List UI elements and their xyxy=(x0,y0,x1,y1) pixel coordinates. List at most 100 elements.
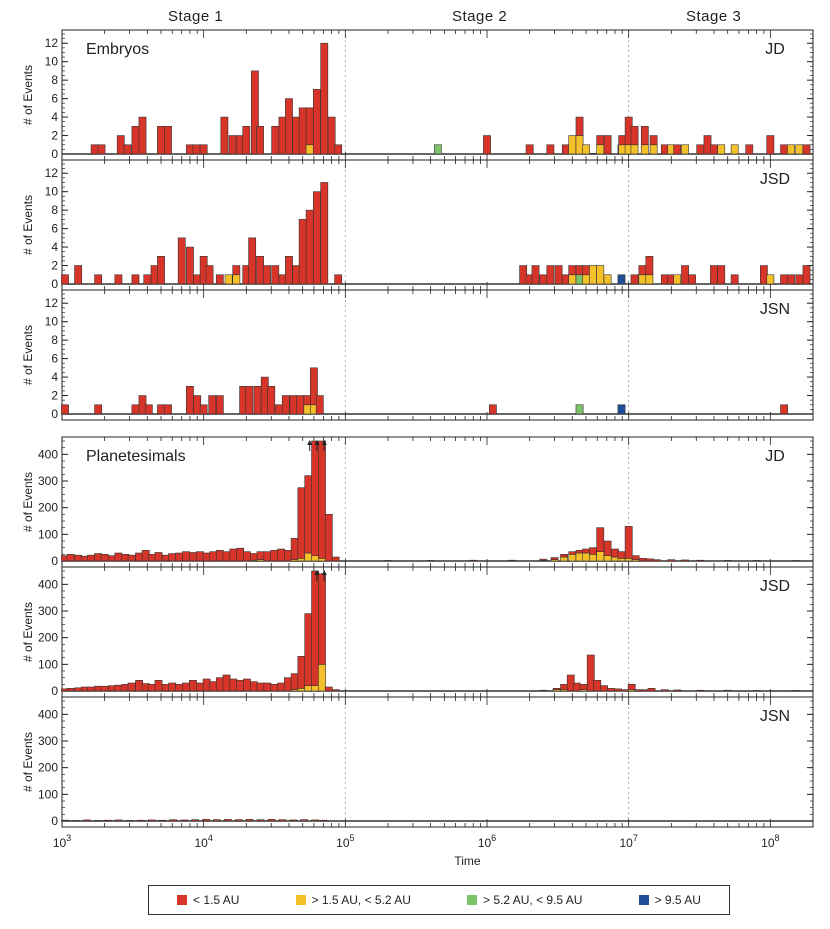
embryos-jsd-bar-red xyxy=(681,265,689,285)
legend-label-gt95: > 9.5 AU xyxy=(654,893,701,907)
embryos-jd-bar-red xyxy=(157,126,165,155)
embryos-jd-bar-red xyxy=(546,144,555,155)
planetesimals-jsn-bar-red xyxy=(125,820,134,822)
legend-label-lt15: < 1.5 AU xyxy=(193,893,240,907)
planetesimals-jd-bar-red xyxy=(560,554,568,558)
embryos-jd-bar-red xyxy=(596,135,605,146)
xtick-label-exp: 5 xyxy=(350,833,355,843)
embryos-jsn-bar-red xyxy=(780,404,788,415)
planetesimals-jd-bar-red xyxy=(331,556,340,562)
embryos-jd-bar-yellow xyxy=(649,144,658,155)
embryos-jsd-bar-red xyxy=(94,274,103,285)
planetesimals-jd-bar-red xyxy=(469,559,478,562)
embryos-jd-bar-yellow xyxy=(730,144,739,155)
embryos-jsn-bar-red xyxy=(253,386,262,415)
embryos-jd-bar-red xyxy=(220,116,229,155)
embryos-jsd-bar-yellow xyxy=(596,265,605,285)
planetesimals-jsd-bar-red xyxy=(256,682,265,692)
xtick-label: 103 xyxy=(53,833,71,850)
planetesimals-jsd-bar-red xyxy=(297,656,306,689)
planetesimals-jsd-bar-red xyxy=(324,686,333,692)
embryos-jsd-bar-red xyxy=(143,274,152,285)
embryos-jsd-ytick-label: 4 xyxy=(51,240,58,254)
planetesimals-jsd-bar-red xyxy=(154,680,163,692)
embryos-jsn-bar-red xyxy=(199,404,208,415)
embryos-jsn-ytick-label: 2 xyxy=(51,389,58,403)
planetesimals-jd-bar-red xyxy=(297,487,306,559)
embryos-jsd-bar-green xyxy=(575,274,584,285)
planetesimals-jd-bar-red xyxy=(624,526,633,559)
embryos-jsd-bar-red xyxy=(177,237,186,285)
embryos-jsd-bar-red xyxy=(215,274,224,285)
planetesimals-jd-bar-red xyxy=(256,551,265,560)
embryos-jsd-bar-red xyxy=(660,274,669,285)
embryos-jsn-frame xyxy=(61,289,814,421)
planetesimals-jd-bar-red xyxy=(94,553,103,562)
planetesimals-jd-bar-red xyxy=(539,558,548,561)
xtick-label: 105 xyxy=(336,833,354,850)
embryos-jsd-bar-yellow xyxy=(568,274,577,285)
planetesimals-jd-bar-red xyxy=(324,514,333,562)
embryos-jsd-bar-red xyxy=(131,274,140,285)
embryos-jd-bar-red xyxy=(802,144,811,155)
planetesimals-jsn-bar-red xyxy=(191,819,199,822)
embryos-jd-group-label: Embryos xyxy=(86,41,149,58)
planetesimals-jd-bar-yellow xyxy=(560,556,568,562)
embryos-jsn-bar-red xyxy=(215,395,224,415)
embryos-jd-ylabel: # of Events xyxy=(21,65,35,125)
planetesimals-jsd-bar-red xyxy=(108,685,116,692)
embryos-jd-bar-red xyxy=(138,116,147,155)
embryos-jsn-bar-red xyxy=(208,395,217,415)
embryos-jsd-bar-red xyxy=(150,265,159,285)
embryos-jsd-bar-red xyxy=(157,256,165,285)
legend-label-52-95: > 5.2 AU, < 9.5 AU xyxy=(483,893,583,907)
embryos-jsd-bar-yellow xyxy=(603,274,612,285)
planetesimals-jsd-bar-yellow xyxy=(318,664,326,692)
embryos-jsd-bar-red xyxy=(802,265,811,285)
planetesimals-jsd-bar-red xyxy=(614,688,622,692)
planetesimals-jd-bar-yellow xyxy=(297,558,306,562)
planetesimals-jsn-bar-red xyxy=(300,819,309,822)
embryos-jsd-bar-yellow xyxy=(589,265,597,285)
planetesimals-jsn-bar-red xyxy=(158,819,167,822)
legend-item-15-52: > 1.5 AU, < 5.2 AU xyxy=(295,893,411,907)
legend-item-gt95: > 9.5 AU xyxy=(638,893,701,907)
embryos-jd-bar-red xyxy=(164,126,172,155)
planetesimals-jd-bar-red xyxy=(318,440,326,559)
embryos-jd-bar-empty xyxy=(589,153,597,154)
embryos-jsd-bar-red xyxy=(630,274,639,285)
planetesimals-jd-bar-yellow xyxy=(596,551,605,562)
planetesimals-jsd-bar-red xyxy=(182,682,190,692)
legend: < 1.5 AU > 1.5 AU, < 5.2 AU > 5.2 AU, < … xyxy=(148,885,730,915)
planetesimals-jd-bar-red xyxy=(161,554,170,562)
planetesimals-jsd-bar-red xyxy=(579,684,588,690)
planetesimals-jd-bar-red xyxy=(243,551,251,562)
planetesimals-jd-bar-red xyxy=(100,554,109,562)
embryos-jsd-run-label: JSD xyxy=(760,171,790,188)
planetesimals-jd-bar-red xyxy=(182,551,190,562)
embryos-jsd-bar-red xyxy=(759,265,768,285)
embryos-jd-bar-red xyxy=(640,126,649,146)
planetesimals-jsd-ytick-label: 100 xyxy=(38,657,58,671)
xtick-label: 107 xyxy=(619,833,637,850)
planetesimals-jsn-bar-red xyxy=(61,819,69,822)
embryos-jd-bar-red xyxy=(123,144,132,155)
embryos-jsd-bar-red xyxy=(74,265,83,285)
planetesimals-jsd-bar-yellow xyxy=(304,685,313,692)
embryos-jsd-bar-red xyxy=(285,256,293,285)
embryos-jd-bar-red xyxy=(256,126,264,155)
embryos-jsn-bar-red xyxy=(193,395,202,415)
planetesimals-jsd-bar-yellow xyxy=(297,688,306,692)
embryos-jsd-bar-yellow xyxy=(673,274,682,285)
embryos-jsd-bar-red xyxy=(568,265,577,276)
planetesimals-jsn-bar-red xyxy=(202,819,210,822)
embryos-jsd-bar-red xyxy=(730,274,739,285)
embryos-jsn-bar-red xyxy=(275,404,283,415)
embryos-jd-bar-yellow xyxy=(596,144,605,155)
planetesimals-jsd-bar-red xyxy=(552,688,561,690)
embryos-jsn-bar-red xyxy=(144,404,153,415)
legend-swatch-yellow xyxy=(295,895,306,905)
planetesimals-jd-bar-red xyxy=(87,554,95,562)
embryos-jsd-bar-red xyxy=(519,265,528,285)
